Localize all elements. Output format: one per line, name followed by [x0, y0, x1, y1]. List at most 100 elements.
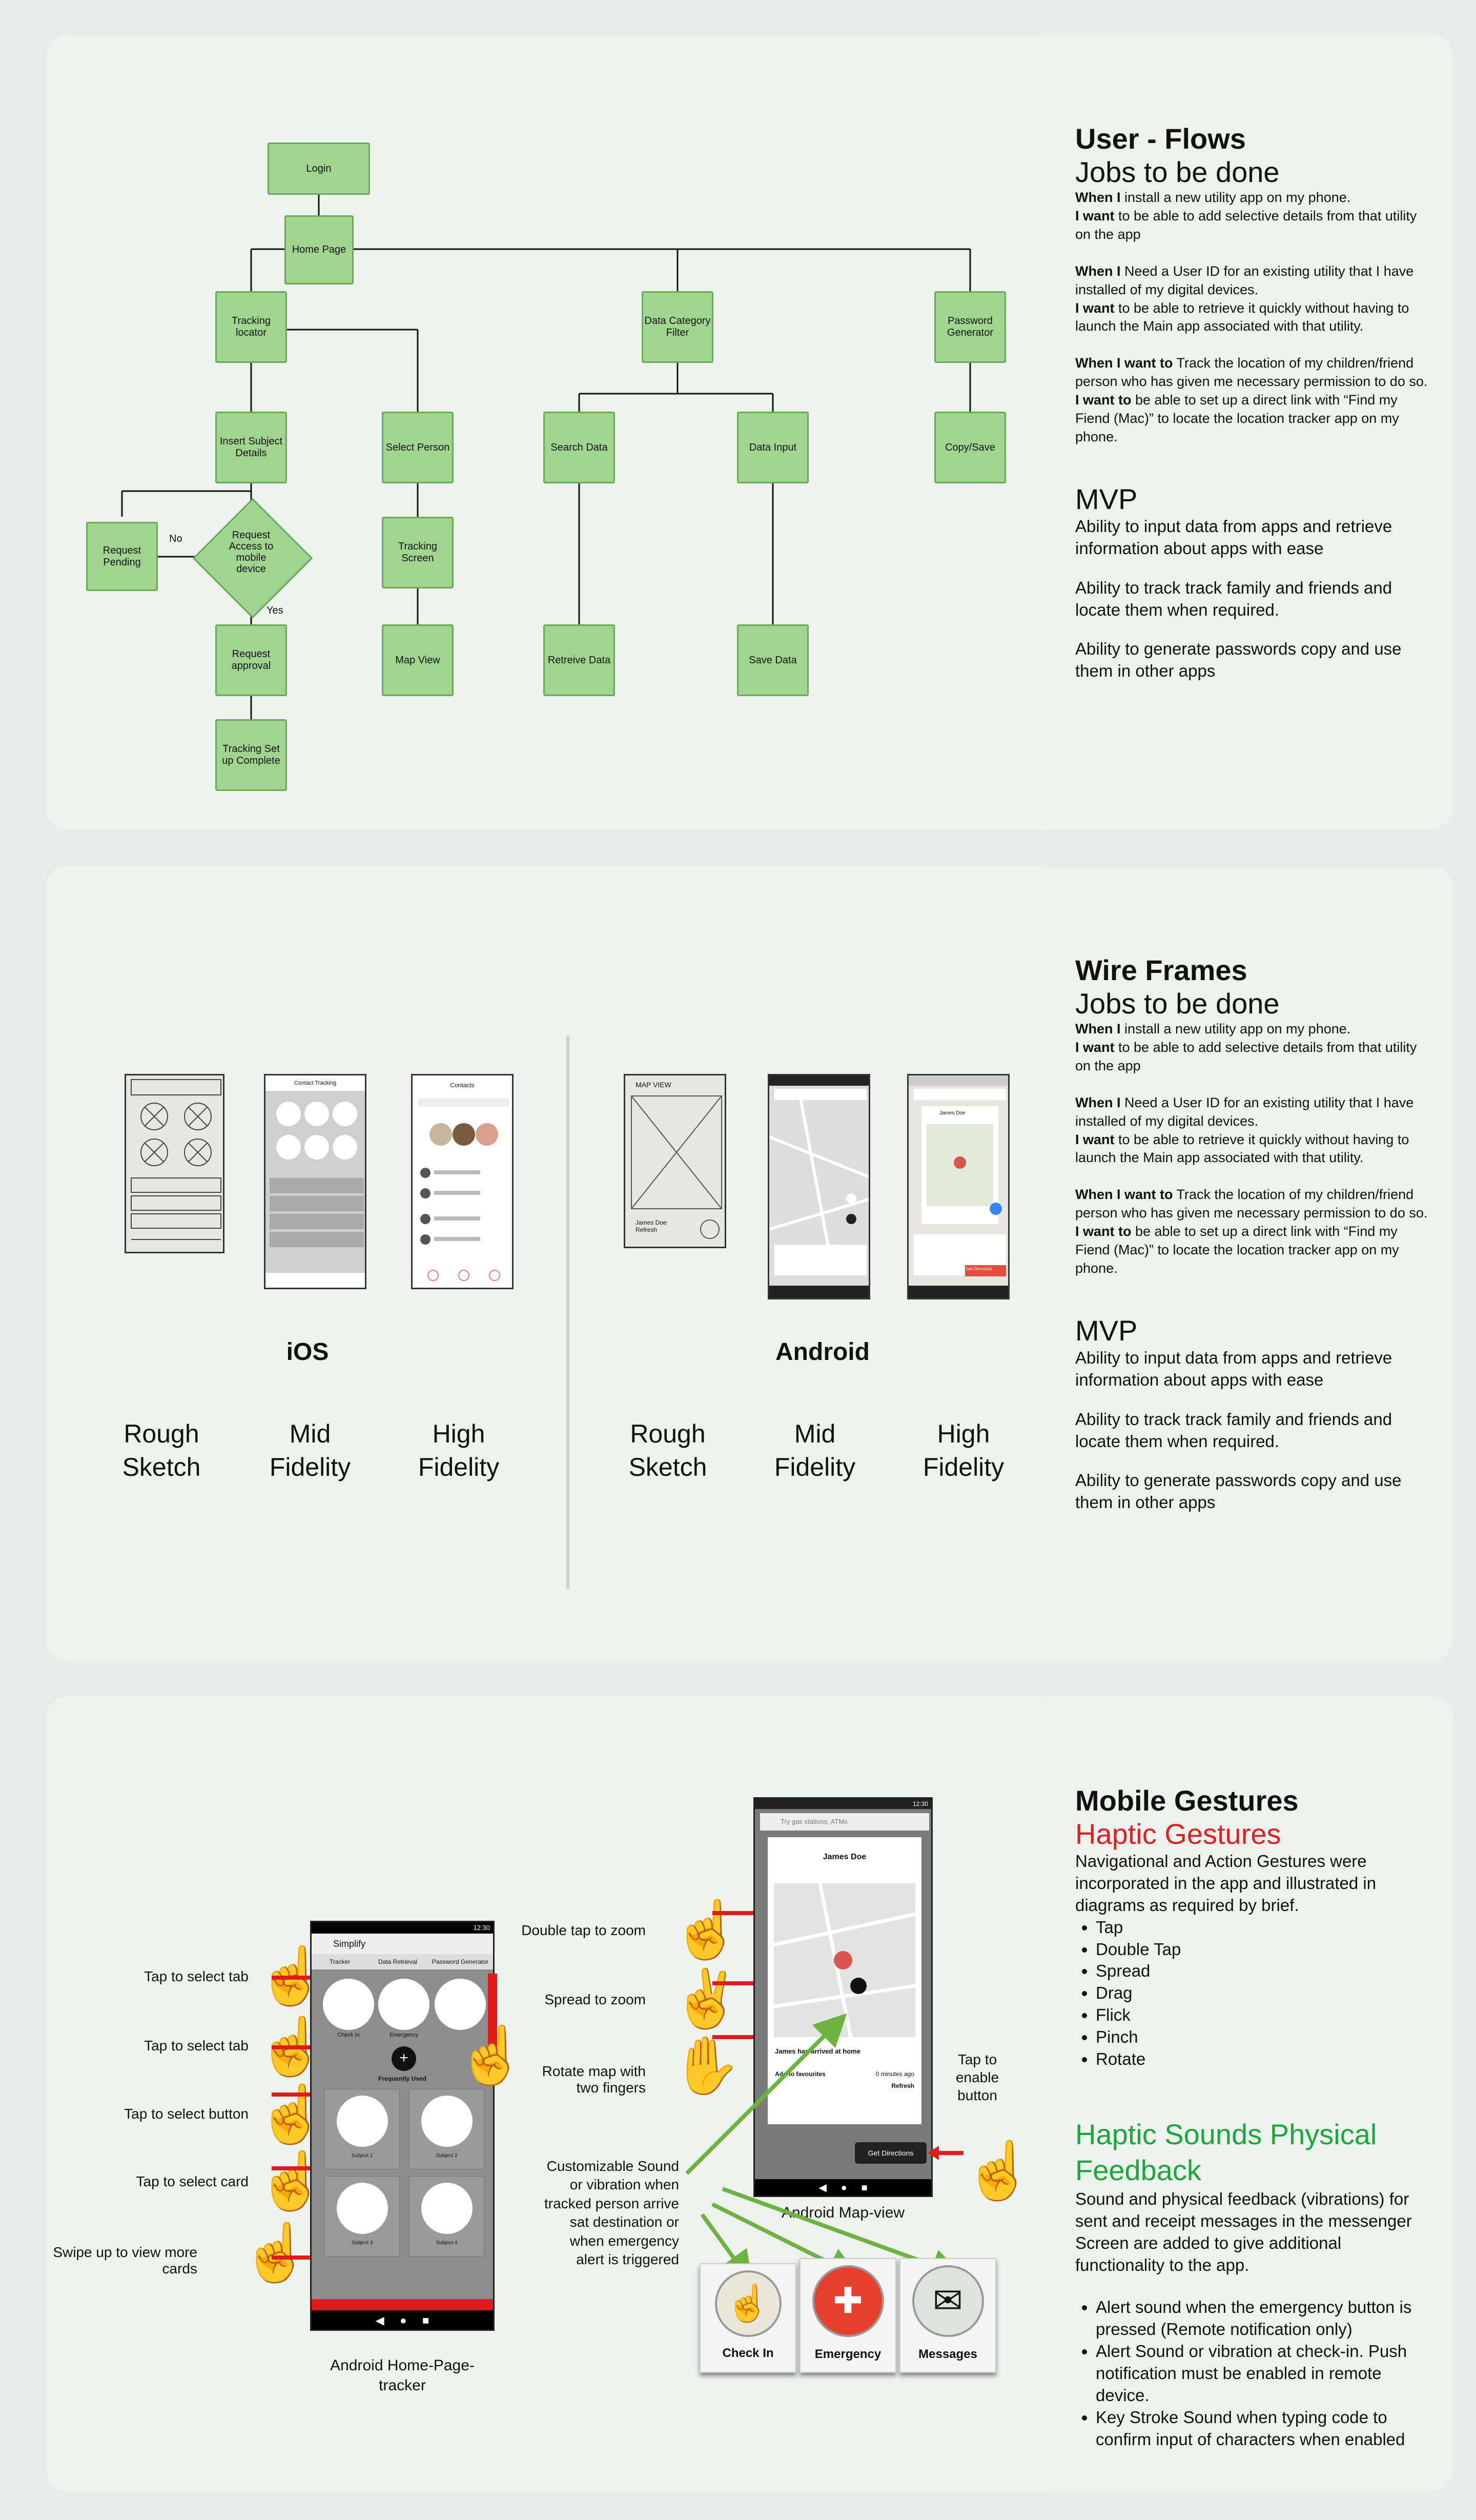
person-name: James Doe — [823, 1853, 867, 1861]
wireframes-panel: Contact Tracking Contacts MAP VIEW James… — [46, 866, 1453, 1661]
gesture-item: Rotate — [1096, 2048, 1434, 2070]
get-directions-button[interactable]: Get Directions — [855, 2142, 927, 2164]
android-sketch-title: MAP VIEW — [636, 1081, 671, 1089]
haptic-sounds-heading: Haptic Sounds Physical Feedback — [1075, 2118, 1377, 2186]
android-hi-name: James Doe — [939, 1110, 966, 1116]
third-circle[interactable] — [435, 1979, 486, 2030]
sound-item: Key Stroke Sound when typing code to con… — [1096, 2407, 1434, 2451]
subject-card[interactable]: Subject 2 — [409, 2089, 484, 2169]
refresh-link[interactable]: Refresh — [891, 2082, 914, 2089]
ios-label: iOS — [286, 1338, 329, 1366]
hand-rotate-icon: ✋ — [671, 2034, 742, 2097]
subject-card[interactable]: Subject 1 — [324, 2089, 400, 2169]
gesture-label: Tap to select tab — [144, 1968, 249, 1984]
gesture-item: Double Tap — [1096, 1939, 1434, 1961]
section-subheading: Jobs to be done — [1075, 156, 1280, 188]
mvp-item: Ability to track track family and friend… — [1075, 578, 1392, 619]
flow-node-insert-subject: Insert Subject Details — [215, 412, 287, 483]
flow-node-tracking-complete: Tracking Set up Complete — [215, 719, 287, 791]
circle-label: Check In — [337, 2032, 360, 2038]
gesture-label: Tap to select tab — [144, 2038, 249, 2054]
mvp-item: Ability to generate passwords copy and u… — [1075, 639, 1402, 681]
gesture-item: Tap — [1096, 1917, 1434, 1939]
check-in-label: Check In — [722, 2346, 774, 2360]
job-item: When I install a new utility app on my p… — [1075, 1021, 1417, 1073]
subject-label: Subject 1 — [351, 2153, 373, 2159]
android-high-fidelity: James Doe Get Directions — [907, 1074, 1010, 1299]
flow-yes-label: Yes — [266, 605, 283, 616]
hand-spread-icon: ✌ — [671, 1967, 742, 2030]
status-bar: 12:30 — [312, 1922, 493, 1934]
add-button[interactable]: + — [392, 2046, 416, 2071]
level-mid-ios: Mid Fidelity — [269, 1419, 351, 1481]
sound-item: Alert sound when the emergency button is… — [1096, 2297, 1434, 2341]
emergency-button[interactable]: ✚ Emergency — [799, 2258, 896, 2373]
haptic-intro: Navigational and Action Gestures were in… — [1075, 1852, 1377, 1915]
tab-bar[interactable]: Tracker Data Retrieval Password Generato… — [312, 1954, 493, 1969]
right-column — [1043, 35, 1453, 829]
red-tab-marker — [488, 1974, 497, 2081]
tab-tracker[interactable]: Tracker — [330, 1958, 351, 1965]
gesture-label: Tap to select button — [124, 2106, 249, 2122]
map-search-input[interactable]: Try gas stations, ATMs — [760, 1813, 929, 1831]
ios-hi-title: Contacts — [450, 1082, 475, 1089]
subject-label: Subject 2 — [436, 2153, 458, 2159]
flow-node-data-category: Data Category Filter — [642, 291, 713, 363]
map-area[interactable] — [773, 1883, 916, 2038]
swipe-indicator[interactable] — [312, 2299, 493, 2310]
subject-card[interactable]: Subject 4 — [409, 2176, 484, 2257]
subject-avatar — [421, 2183, 473, 2234]
level-rough-android: Rough Sketch — [628, 1419, 707, 1481]
subject-avatar — [421, 2096, 473, 2147]
jobs-text-column: User - Flows Jobs to be done When I inst… — [1075, 122, 1434, 700]
ios-mid-fidelity: Contact Tracking — [264, 1074, 366, 1289]
location-card: James Doe James has arrived at home Add … — [768, 1837, 921, 2124]
app-bar: Simplify — [312, 1934, 493, 1954]
jobs-text-column: Wire Frames Jobs to be done When I insta… — [1075, 953, 1434, 1531]
android-sketch-note: James Doe Refresh — [636, 1219, 667, 1233]
nav-bar[interactable]: ◀ ● ■ — [312, 2310, 493, 2329]
custom-sound-label: Customizable Sound or vibration when tra… — [544, 2158, 679, 2267]
sound-item: Alert Sound or vibration at check-in. Pu… — [1096, 2341, 1434, 2407]
level-rough-ios: Rough Sketch — [122, 1419, 201, 1481]
job-item: When I Need a User ID for an existing ut… — [1075, 1094, 1414, 1166]
right-column — [1043, 1697, 1453, 2491]
gesture-label: Double tap to zoom — [521, 1922, 646, 1938]
right-column — [1043, 866, 1453, 1661]
emergency-label: Emergency — [814, 2347, 881, 2361]
platform-divider — [566, 1035, 569, 1589]
tap-enable-label: Tap to enable button — [955, 2051, 999, 2103]
tab-data-retrieval[interactable]: Data Retrieval — [378, 1958, 418, 1965]
check-in-circle[interactable] — [323, 1979, 374, 2030]
mvp-list: Ability to input data from apps and retr… — [1075, 1347, 1434, 1514]
check-in-button[interactable]: ☝ Check In — [700, 2263, 796, 2373]
flow-node-home: Home Page — [284, 215, 354, 284]
tab-password-generator[interactable]: Password Generator — [432, 1958, 489, 1965]
flow-node-data-input: Data Input — [737, 412, 809, 483]
gesture-item: Pinch — [1096, 2026, 1434, 2048]
messages-button[interactable]: ✉ Messages — [899, 2258, 996, 2373]
subject-card[interactable]: Subject 3 — [324, 2176, 400, 2257]
mvp-item: Ability to input data from apps and retr… — [1075, 1348, 1392, 1389]
ios-mid-title: Contact Tracking — [265, 1075, 365, 1091]
job-item: When I want to Track the location of my … — [1075, 355, 1428, 444]
hand-double-tap-icon: ☝ — [671, 1898, 742, 1961]
flow-node-search-data: Search Data — [543, 412, 615, 483]
flow-no-label: No — [169, 533, 182, 544]
gesture-item: Drag — [1096, 1982, 1434, 2004]
nav-bar[interactable]: ◀ ● ■ — [755, 2179, 931, 2196]
flow-node-tracking-screen: Tracking Screen — [382, 517, 454, 588]
level-mid-android: Mid Fidelity — [774, 1419, 856, 1481]
arrival-status: James has arrived at home — [775, 2047, 860, 2055]
flow-node-tracking-locator: Tracking locator — [215, 291, 287, 363]
gestures-text-column: Mobile Gestures Haptic Gestures Navigati… — [1075, 1784, 1434, 2451]
gesture-list: Tap Double Tap Spread Drag Flick Pinch R… — [1075, 1917, 1434, 2070]
level-high-android: High Fidelity — [922, 1419, 1004, 1481]
flow-node-map-view: Map View — [382, 624, 454, 696]
flow-node-password-generator: Password Generator — [934, 291, 1006, 363]
subject-label: Subject 4 — [436, 2240, 458, 2246]
mvp-heading: MVP — [1075, 482, 1138, 515]
gesture-label: Tap to select card — [136, 2173, 249, 2189]
android-home-screen: 12:30 Simplify Tracker Data Retrieval Pa… — [310, 1921, 495, 2331]
emergency-circle[interactable] — [378, 1979, 429, 2030]
